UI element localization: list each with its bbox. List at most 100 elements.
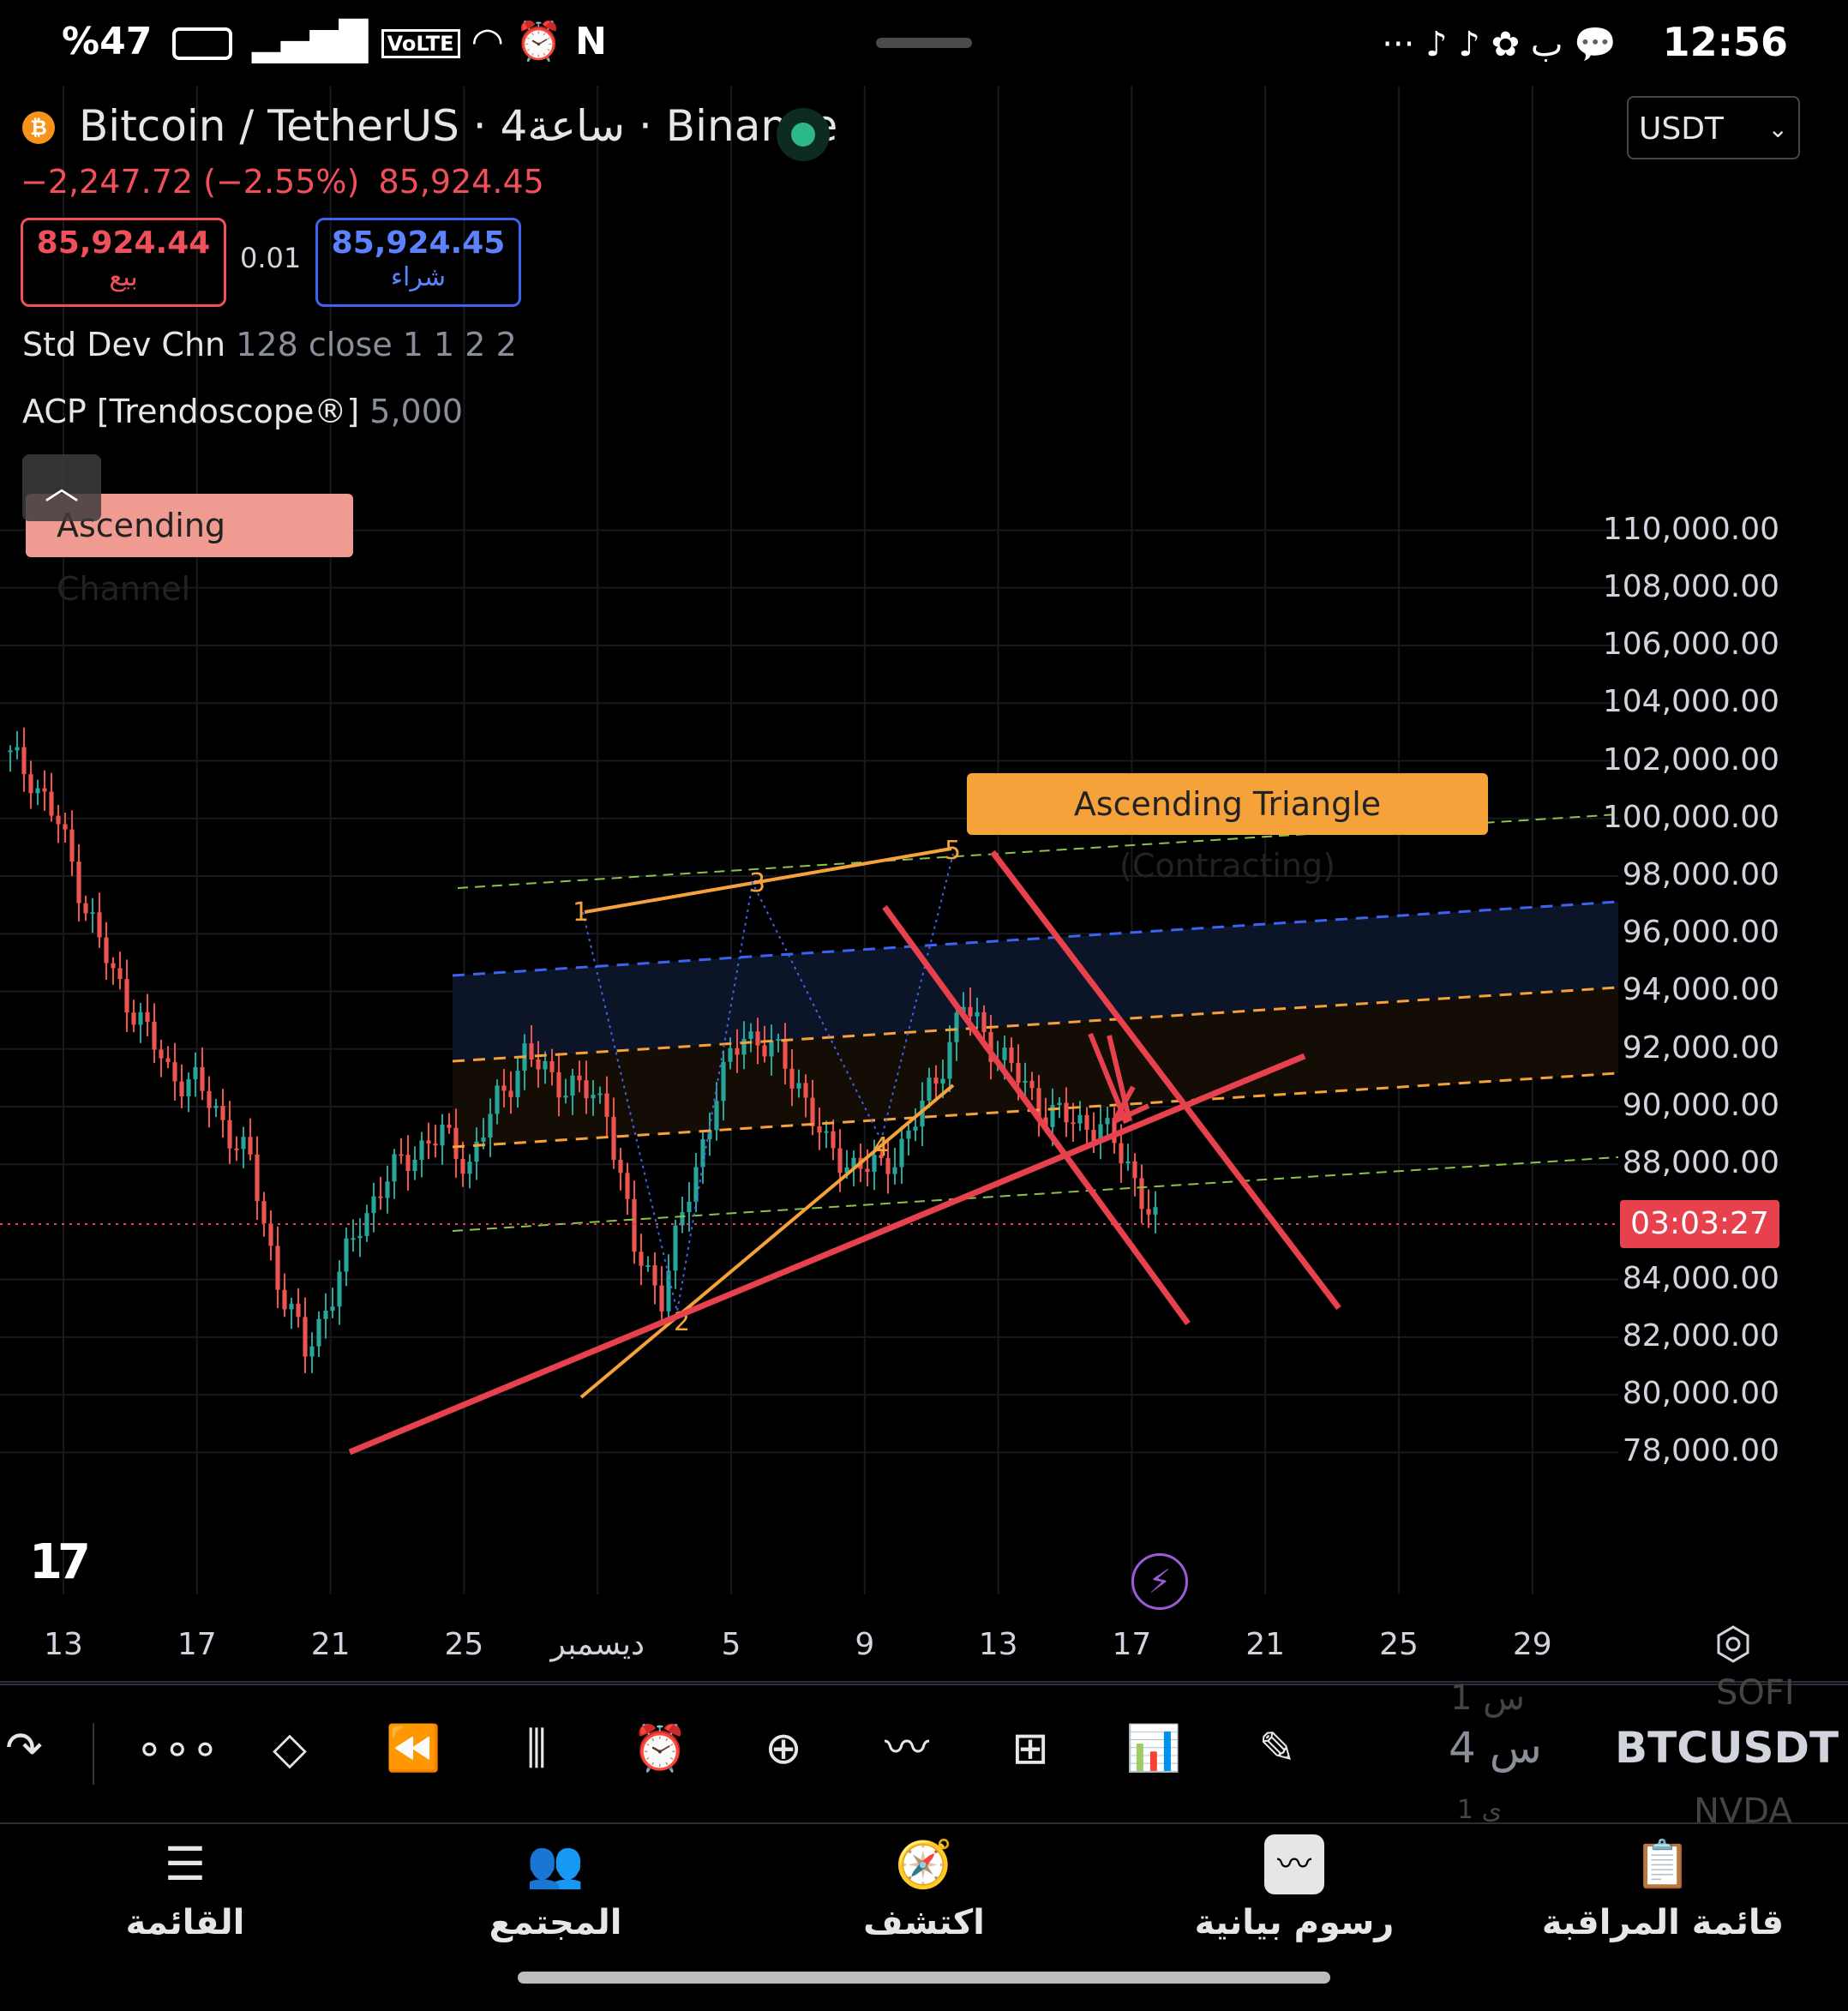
currency-select[interactable]: USDT ⌄ [1627, 96, 1800, 159]
price-chart[interactable]: 1 2 3 4 5 [0, 86, 1848, 1684]
layout-icon[interactable]: ⊞ [1011, 1723, 1049, 1774]
candle-body [954, 1012, 959, 1042]
nav-label: المجتمع [489, 1903, 622, 1942]
candle-body [56, 815, 61, 825]
sell-button[interactable]: 85,924.44 بيع [21, 218, 226, 307]
interval-picker[interactable]: 4 س [1449, 1723, 1542, 1773]
nav-charts[interactable]: 〰 رسوم بيانية [1166, 1834, 1423, 1942]
price-tick-label: 110,000.00 [1602, 511, 1779, 547]
nav-watchlist[interactable]: 📋 قائمة المراقبة [1534, 1834, 1791, 1942]
buy-button[interactable]: 85,924.45 شراء [315, 218, 521, 307]
channel-mid-fill [453, 987, 1618, 1147]
candle-body [186, 1079, 191, 1097]
channel-bottom-line [452, 1156, 1619, 1232]
candle-body [1153, 1207, 1158, 1215]
candle-body [831, 1131, 836, 1149]
candle-body [1132, 1161, 1137, 1179]
top-pill [876, 38, 972, 48]
wave-labels: 1 2 3 4 5 [573, 836, 961, 1337]
candle-body [1119, 1143, 1124, 1164]
price-change: −2,247.72 (−2.55%) 85,924.45 [21, 163, 544, 201]
candle-body [611, 1116, 616, 1161]
candle-body [872, 1155, 877, 1173]
candle-body [700, 1139, 705, 1168]
candle-body [261, 1201, 267, 1224]
symbol-picker[interactable]: BTCUSDT [1615, 1723, 1839, 1773]
alarm-icon[interactable]: ⏰ [632, 1723, 688, 1774]
app-icon: ✿ [1491, 25, 1521, 64]
wifi-icon: ◠ [472, 20, 502, 63]
candle-body [419, 1140, 424, 1160]
candle-body [707, 1130, 712, 1140]
time-tick-label: 9 [855, 1627, 875, 1662]
price-tick-label: 78,000.00 [1622, 1433, 1779, 1469]
toolbar-divider [93, 1723, 94, 1785]
time-tick-label: 13 [978, 1627, 1018, 1662]
candle-body [652, 1265, 657, 1286]
candle-body [1002, 1048, 1007, 1060]
candle-body [268, 1223, 273, 1246]
compare-icon[interactable]: 〰 [884, 1723, 929, 1774]
tiktok-icon: ♪ ♪ [1425, 25, 1491, 64]
collapse-legend-button[interactable]: ︿ [22, 454, 101, 521]
candle-body [920, 1101, 925, 1127]
candle-body [597, 1093, 603, 1096]
nav-label: قائمة المراقبة [1541, 1903, 1785, 1942]
replay-icon[interactable]: ⏪ [385, 1723, 441, 1774]
nav-label: اكتشف [863, 1903, 985, 1942]
candle-body [453, 1127, 459, 1159]
channel-orange-line-1 [452, 986, 1619, 1063]
lightning-icon[interactable]: ⚡ [1131, 1553, 1188, 1610]
indicator-name: ACP [Trendoscope®] [22, 393, 360, 430]
community-icon: 👥 [526, 1837, 585, 1891]
candle-body [529, 1043, 534, 1060]
buy-price: 85,924.45 [331, 225, 506, 261]
redo-icon[interactable]: ↷ [5, 1723, 43, 1774]
symbol-title[interactable]: Bitcoin / TetherUS · 4ساعة · Binance [79, 101, 838, 151]
candle-body [755, 1031, 760, 1046]
indicators-icon[interactable]: 📊 [1125, 1723, 1182, 1774]
candle-body [632, 1198, 637, 1252]
price-tick-label: 96,000.00 [1622, 915, 1779, 951]
chat-icon: 💬 [1574, 25, 1617, 64]
candle-body [1023, 1080, 1028, 1084]
wave-point-3: 3 [749, 868, 765, 898]
layers-icon[interactable]: ◇ [273, 1723, 307, 1774]
time-tick-label: 29 [1512, 1627, 1552, 1662]
price-tick-label: 98,000.00 [1622, 857, 1779, 892]
wave-point-5: 5 [945, 836, 961, 866]
price-tick-label: 90,000.00 [1622, 1087, 1779, 1123]
candle-body [817, 1126, 822, 1133]
chart-settings-icon[interactable] [1714, 1625, 1752, 1663]
candle-body [748, 1031, 753, 1039]
nav-explore[interactable]: 🧭 اكتشف [795, 1834, 1053, 1942]
candle-body [42, 788, 47, 792]
candle-body [138, 1012, 143, 1025]
candle-body [426, 1140, 431, 1144]
notification-icons: ··· ♪ ♪ ✿ ب 💬 [1382, 24, 1617, 64]
candle-body [604, 1093, 609, 1117]
candle-body [1016, 1062, 1021, 1084]
candle-body [796, 1083, 801, 1089]
more-icon[interactable]: ∘∘∘ [135, 1723, 219, 1774]
candle-body [440, 1124, 445, 1146]
watchlist-icon: 📋 [1634, 1837, 1692, 1891]
candle-body [330, 1306, 335, 1312]
candle-body [803, 1083, 808, 1098]
candles-icon[interactable]: ⫼ [526, 1723, 547, 1774]
price-tick-label: 88,000.00 [1622, 1145, 1779, 1181]
add-icon[interactable]: ⊕ [765, 1723, 802, 1774]
nav-community[interactable]: 👥 المجتمع [427, 1834, 684, 1942]
volte-badge: VoLTE [381, 29, 460, 58]
indicator-std-dev[interactable]: Std Dev Chn 128 close 1 1 2 2 [22, 326, 517, 363]
drawn-channel-line-b [990, 849, 1341, 1311]
candle-body [179, 1081, 184, 1097]
candle-body [131, 1012, 136, 1025]
draw-icon[interactable]: ✎ [1258, 1723, 1296, 1774]
triangle-lower-line [579, 1084, 955, 1399]
candle-body [97, 912, 102, 938]
nav-menu[interactable]: ☰ القائمة [57, 1834, 314, 1942]
indicator-acp[interactable]: ACP [Trendoscope®] 5,000 [22, 393, 463, 430]
time-tick-label: 25 [1379, 1627, 1419, 1662]
candle-body [357, 1235, 363, 1239]
